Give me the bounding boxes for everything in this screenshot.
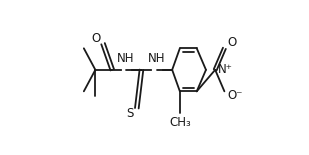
Text: N⁺: N⁺ — [218, 63, 232, 75]
Text: NH: NH — [117, 52, 135, 65]
Text: O: O — [91, 32, 100, 45]
Text: CH₃: CH₃ — [169, 116, 191, 129]
Text: S: S — [126, 107, 134, 120]
Text: O: O — [227, 36, 237, 49]
Text: NH: NH — [148, 52, 166, 65]
Text: O⁻: O⁻ — [227, 89, 243, 102]
